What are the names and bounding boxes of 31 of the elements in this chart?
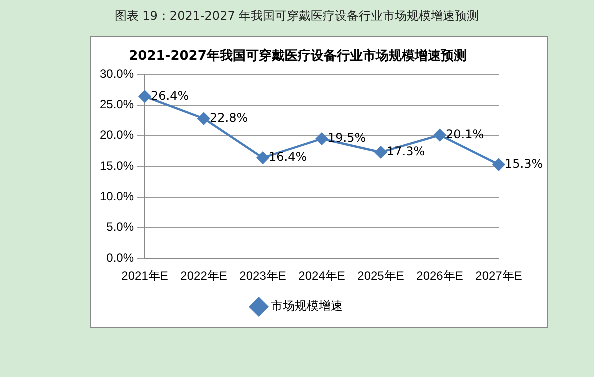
x-tick-label: 2026年E	[416, 269, 464, 284]
point	[316, 132, 328, 146]
point	[198, 112, 210, 125]
data-label: 17.3%	[387, 144, 426, 159]
text: 图表 19：2021-2027 年我国可穿戴医疗设备行业市场规模增速预测	[114, 8, 480, 25]
data-label: 20.1%	[446, 127, 484, 142]
data-label: 19.5%	[328, 131, 366, 146]
y-tick-label: 10.0%	[100, 190, 134, 204]
data-label: 22.8%	[210, 110, 248, 125]
x-tick-label: 2021年E	[122, 269, 168, 284]
x-tick-label: 2025年E	[358, 269, 404, 284]
x-tick-label: 2023年E	[240, 269, 286, 284]
data-label: 26.4%	[151, 88, 190, 103]
point	[434, 129, 446, 142]
y-tick-label: 5.0%	[106, 220, 134, 234]
legend-label: 市场规模增速	[271, 299, 343, 314]
x-tick-label: 2022年E	[180, 269, 228, 284]
data-label: 16.4%	[269, 150, 308, 164]
y-tick-label: 0.0%	[106, 250, 134, 265]
y-tick-label: 20.0%	[100, 128, 134, 142]
data-label: 15.3%	[505, 156, 544, 171]
x-tick-label: 2024年E	[298, 269, 346, 284]
point	[492, 158, 506, 171]
x-tick-label: 2027年E	[476, 269, 522, 284]
chart-title: 2021-2027年我国可穿戴医疗设备行业市场规模增速预测	[129, 48, 467, 64]
y-tick-label: 25.0%	[100, 98, 134, 112]
point	[374, 146, 388, 159]
point	[256, 152, 270, 164]
y-tick-label: 30.0%	[100, 66, 134, 81]
y-tick-label: 15.0%	[100, 158, 134, 173]
point	[138, 90, 152, 103]
